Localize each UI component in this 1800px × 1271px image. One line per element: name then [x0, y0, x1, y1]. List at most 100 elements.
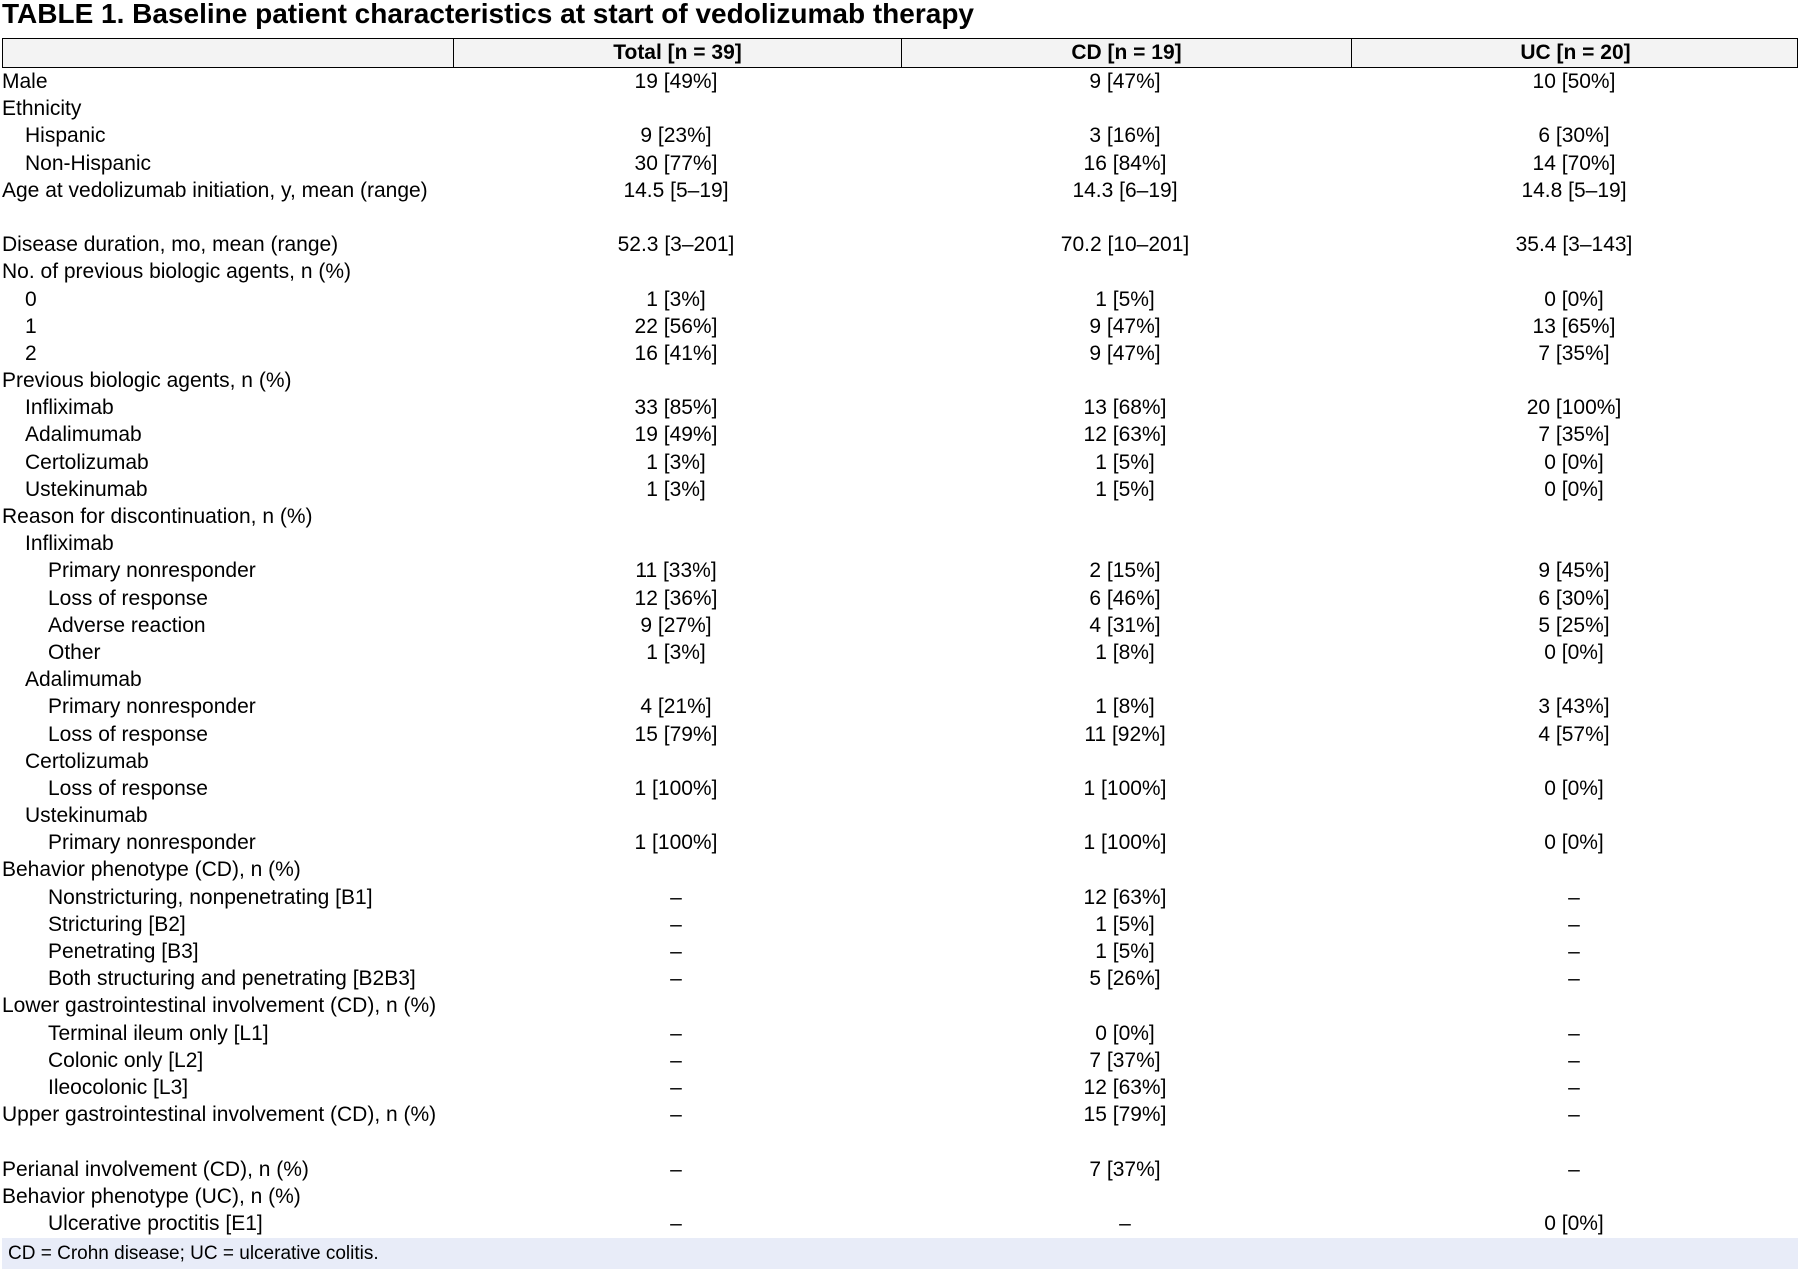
table-row: Loss of response 1 [100%] 1 [100%] 0 [0%] — [2, 775, 1798, 802]
row-label: Disease duration, mo, mean (range) — [2, 233, 339, 257]
row-label: 2 — [25, 341, 37, 365]
row-label: Colonic only [L2] — [48, 1048, 204, 1072]
cell-total: 14.5 [5–19] — [623, 178, 729, 202]
cell-uc: 0 [0%] — [1544, 1211, 1604, 1235]
row-label: Previous biologic agents, n (%) — [2, 369, 292, 393]
cell-total: 22 [56%] — [634, 314, 718, 338]
table-row: Both structuring and penetrating [B2B3] –… — [2, 965, 1798, 992]
table-row: Upper gastrointestinal involvement (CD),… — [2, 1101, 1798, 1155]
cell-cd: 1 [5%] — [1095, 450, 1155, 474]
cell-cd: 4 [31%] — [1089, 613, 1161, 637]
cell-cd: 9 [47%] — [1089, 314, 1161, 338]
row-label: Ulcerative proctitis [E1] — [48, 1211, 263, 1235]
cell-uc: 0 [0%] — [1544, 287, 1604, 311]
cell-uc: 0 [0%] — [1544, 640, 1604, 664]
cell-cd: 9 [47%] — [1089, 70, 1161, 93]
cell-cd: 7 [37%] — [1089, 1048, 1161, 1072]
cell-cd: 1 [100%] — [1083, 776, 1167, 800]
row-label: Hispanic — [25, 124, 106, 148]
cell-total: – — [670, 912, 682, 936]
row-label: Certolizumab — [25, 450, 149, 474]
cell-total: 12 [36%] — [634, 586, 718, 610]
cell-total: 9 [23%] — [640, 124, 712, 148]
cell-total: 15 [79%] — [634, 722, 718, 746]
cell-total: – — [670, 885, 682, 909]
row-label: Loss of response — [48, 586, 208, 610]
cell-cd: 70.2 [10–201] — [1060, 233, 1190, 257]
table-row: Primary nonresponder 4 [21%] 1 [8%] 3 [43%] — [2, 693, 1798, 720]
row-label: Ileocolonic [L3] — [48, 1075, 189, 1099]
table-row: 0 1 [3%] 1 [5%] 0 [0%] — [2, 286, 1798, 313]
cell-total: 1 [3%] — [646, 640, 706, 664]
cell-cd: 1 [5%] — [1095, 477, 1155, 501]
cell-uc: 35.4 [3–143] — [1515, 233, 1633, 257]
cell-cd: 14.3 [6–19] — [1072, 178, 1178, 202]
row-label: Stricturing [B2] — [48, 912, 186, 936]
row-label: Adalimumab — [25, 668, 142, 692]
table-row: Adalimumab — [2, 666, 1798, 693]
cell-uc: 0 [0%] — [1544, 776, 1604, 800]
cell-uc: 20 [100%] — [1526, 396, 1622, 420]
cell-uc: – — [1568, 885, 1580, 909]
cell-uc: 7 [35%] — [1538, 341, 1610, 365]
cell-total: – — [670, 1211, 682, 1235]
row-label: Terminal ileum only [L1] — [48, 1021, 269, 1045]
header-total: Total [n = 39] — [453, 39, 901, 67]
table-row: Previous biologic agents, n (%) — [2, 367, 1798, 394]
cell-total: – — [670, 1048, 682, 1072]
cell-uc: 0 [0%] — [1544, 831, 1604, 855]
table-title: TABLE 1. Baseline patient characteristic… — [2, 0, 974, 29]
cell-total: 4 [21%] — [640, 695, 712, 719]
row-label: Both structuring and penetrating [B2B3] — [48, 967, 416, 991]
table-header: Total [n = 39] CD [n = 19] UC [n = 20] — [2, 38, 1798, 68]
table-body: Male 19 [49%] 9 [47%] 10 [50%] Ethnicity Hisp… — [2, 68, 1798, 1237]
cell-cd: 13 [68%] — [1083, 396, 1167, 420]
cell-cd: 3 [16%] — [1089, 124, 1161, 148]
table-row: Behavior phenotype (CD), n (%) — [2, 856, 1798, 883]
cell-total: 1 [3%] — [646, 477, 706, 501]
row-label: Behavior phenotype (CD), n (%) — [2, 858, 301, 882]
cell-uc: 0 [0%] — [1544, 450, 1604, 474]
cell-cd: 12 [63%] — [1083, 1075, 1167, 1099]
table-row: Male 19 [49%] 9 [47%] 10 [50%] — [2, 68, 1798, 95]
cell-total: – — [670, 940, 682, 964]
row-label: Ustekinumab — [25, 804, 148, 828]
table-row: Colonic only [L2] – 7 [37%] – — [2, 1047, 1798, 1074]
row-label: Perianal involvement (CD), n (%) — [2, 1157, 309, 1181]
cell-total: 9 [27%] — [640, 613, 712, 637]
cell-uc: – — [1568, 1075, 1580, 1099]
cell-total: 19 [49%] — [634, 423, 718, 447]
cell-cd: 0 [0%] — [1095, 1021, 1155, 1045]
table-row: Certolizumab 1 [3%] 1 [5%] 0 [0%] — [2, 449, 1798, 476]
table-row: Certolizumab — [2, 748, 1798, 775]
table-row: No. of previous biologic agents, n (%) — [2, 258, 1798, 285]
cell-total: 1 [3%] — [646, 450, 706, 474]
cell-cd: 6 [46%] — [1089, 586, 1161, 610]
cell-cd: 1 [8%] — [1095, 695, 1155, 719]
table-row: Nonstricturing, nonpenetrating [B1] – 12 [… — [2, 884, 1798, 911]
cell-uc: – — [1568, 940, 1580, 964]
cell-total: 52.3 [3–201] — [617, 233, 735, 257]
table-row: Primary nonresponder 1 [100%] 1 [100%] 0 [0… — [2, 829, 1798, 856]
cell-total: – — [670, 1103, 682, 1127]
table-row: Reason for discontinuation, n (%) — [2, 503, 1798, 530]
cell-uc: 4 [57%] — [1538, 722, 1610, 746]
cell-uc: – — [1568, 1021, 1580, 1045]
cell-uc: 14 [70%] — [1532, 151, 1616, 175]
cell-total: 1 [100%] — [634, 831, 718, 855]
table-row: Primary nonresponder 11 [33%] 2 [15%] 9 [45… — [2, 557, 1798, 584]
cell-cd: 7 [37%] — [1089, 1157, 1161, 1181]
table-row: Adalimumab 19 [49%] 12 [63%] 7 [35%] — [2, 421, 1798, 448]
cell-total: 19 [49%] — [634, 70, 718, 93]
cell-uc: 13 [65%] — [1532, 314, 1616, 338]
cell-total: 33 [85%] — [634, 396, 718, 420]
table-row: Lower gastrointestinal involvement (CD),… — [2, 992, 1798, 1019]
cell-uc: – — [1568, 1157, 1580, 1181]
row-label: Infliximab — [25, 532, 114, 556]
row-label: Reason for discontinuation, n (%) — [2, 505, 313, 529]
cell-cd: 1 [5%] — [1095, 287, 1155, 311]
cell-uc: – — [1568, 1103, 1580, 1127]
cell-cd: – — [1119, 1211, 1131, 1235]
cell-uc: 10 [50%] — [1532, 70, 1616, 93]
table-row: Other 1 [3%] 1 [8%] 0 [0%] — [2, 639, 1798, 666]
